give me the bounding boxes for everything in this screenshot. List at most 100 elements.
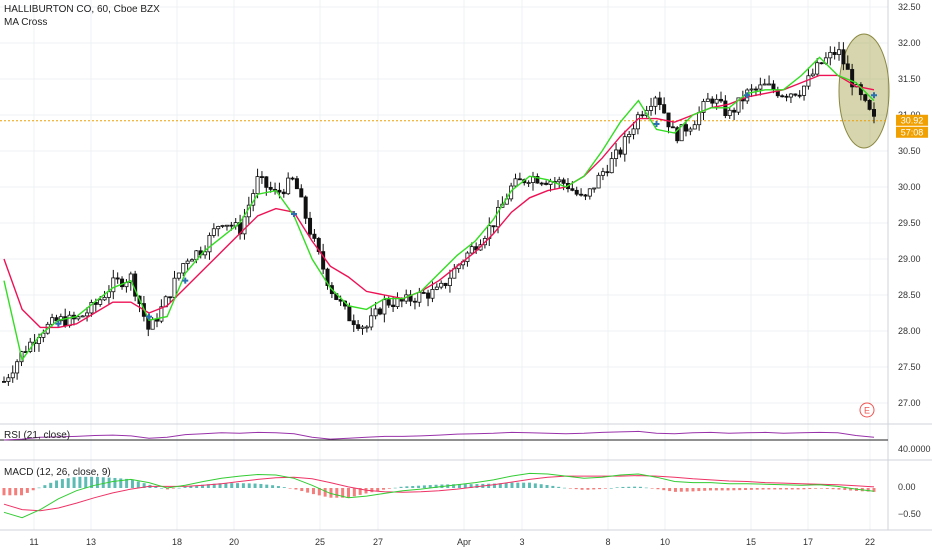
candle-body [662, 104, 667, 114]
macd-histogram-bar [767, 488, 771, 490]
macd-histogram-bar [90, 476, 94, 488]
macd-histogram-bar [201, 484, 205, 488]
macd-histogram-bar [463, 484, 467, 488]
candle-body [583, 194, 588, 197]
candle-body [622, 136, 627, 155]
macd-histogram-bar [113, 477, 117, 488]
macd-histogram-bar [557, 486, 561, 488]
macd-histogram-bar [598, 488, 602, 490]
macd-histogram-bar [125, 478, 129, 488]
macd-panel[interactable] [2, 472, 876, 519]
candle-body [67, 314, 72, 327]
macd-histogram-bar [31, 488, 35, 491]
candle-body [850, 69, 855, 88]
macd-histogram-bar [382, 488, 386, 490]
macd-histogram-bar [492, 483, 496, 488]
candle-body [159, 306, 164, 322]
candle-body [657, 97, 662, 105]
macd-histogram-bar [230, 483, 234, 488]
earnings-event-label[interactable]: E [864, 406, 870, 416]
candle-body [447, 277, 452, 287]
price-axis[interactable]: 32.5032.0031.5031.0030.5030.0029.5029.00… [898, 2, 921, 408]
candle-body [631, 128, 636, 135]
candle-body [600, 171, 605, 176]
macd-histogram-bar [236, 483, 240, 488]
candle-body [430, 289, 435, 299]
macd-histogram-bar [294, 488, 298, 490]
macd-histogram-bar [25, 488, 29, 493]
candle-body [701, 101, 706, 113]
candle-body [802, 85, 807, 96]
candle-body [828, 51, 833, 59]
candle-body [369, 315, 374, 328]
candle-body [640, 114, 645, 117]
candle-body [692, 124, 697, 130]
macd-histogram-bar [66, 478, 70, 488]
candle-body [203, 251, 208, 256]
macd-legend[interactable]: MACD (12, 26, close, 9) [4, 467, 111, 478]
macd-histogram-bar [650, 488, 654, 489]
candle-body [705, 98, 710, 102]
candle-body [102, 296, 107, 301]
candle-body [434, 286, 439, 290]
macd-histogram-bar [130, 479, 134, 488]
price-axis-tick: 29.50 [898, 218, 921, 228]
time-axis-tick: 20 [229, 537, 239, 547]
macd-histogram-bar [376, 488, 380, 491]
macd-histogram-bar [72, 477, 76, 488]
macd-histogram-bar [843, 488, 847, 491]
time-axis-tick: 10 [660, 537, 670, 547]
time-axis-tick: 17 [803, 537, 813, 547]
candle-body [635, 114, 640, 130]
macd-histogram-bar [107, 477, 111, 488]
candle-body [2, 380, 7, 383]
macd-histogram-bar [95, 476, 99, 488]
ma-cross-markers [55, 92, 877, 327]
candle-body [784, 95, 789, 98]
macd-histogram-bar [101, 477, 105, 488]
symbol-title[interactable]: HALLIBURTON CO, 60, Cboe BZX [4, 4, 160, 15]
macd-histogram-bar [866, 488, 870, 492]
macd-histogram-bar [282, 487, 286, 488]
macd-histogram-bar [662, 488, 666, 491]
macd-histogram-bar [253, 483, 257, 488]
macd-histogram-bar [510, 482, 514, 488]
earnings-event-circle[interactable] [859, 402, 875, 418]
study-label[interactable]: MA Cross [4, 17, 48, 28]
macd-histogram-bar [177, 487, 181, 489]
macd-histogram-bar [592, 488, 596, 490]
candle-body [780, 95, 785, 98]
candle-body [727, 109, 732, 116]
time-axis-tick: 15 [746, 537, 756, 547]
time-axis[interactable]: 11 13 18 20 25 27 Apr 3 8 10 15 17 22 [29, 537, 875, 547]
price-panel[interactable]: E [0, 33, 890, 418]
candle-body [373, 308, 378, 317]
macd-histogram-bar [84, 476, 88, 488]
macd-histogram-bar [136, 481, 140, 488]
macd-histogram-bar [206, 484, 210, 488]
candle-body [308, 217, 313, 235]
macd-histogram-bar [563, 487, 567, 489]
candle-body [697, 112, 702, 126]
candle-body [762, 83, 767, 86]
ma-cross-marker [744, 92, 751, 99]
macd-histogram-bar [709, 488, 713, 491]
rsi-panel[interactable] [0, 430, 888, 441]
price-axis-tick: 30.50 [898, 146, 921, 156]
macd-histogram-bar [779, 488, 783, 490]
ma-cross-marker [291, 211, 297, 217]
macd-histogram-bar [370, 488, 374, 493]
macd-histogram-bar [615, 487, 619, 488]
candle-body [356, 324, 361, 329]
rsi-legend[interactable]: RSI (21, close) [4, 430, 71, 441]
macd-histogram-bar [165, 488, 169, 490]
macd-histogram-bar [411, 486, 415, 488]
macd-histogram-bar [224, 483, 228, 488]
macd-histogram-bar [154, 486, 158, 488]
macd-histogram-bar [726, 488, 730, 491]
time-axis-tick: 3 [519, 537, 524, 547]
candle-body [347, 305, 352, 322]
panel-separators [0, 0, 932, 531]
macd-histogram-bar [761, 488, 765, 490]
